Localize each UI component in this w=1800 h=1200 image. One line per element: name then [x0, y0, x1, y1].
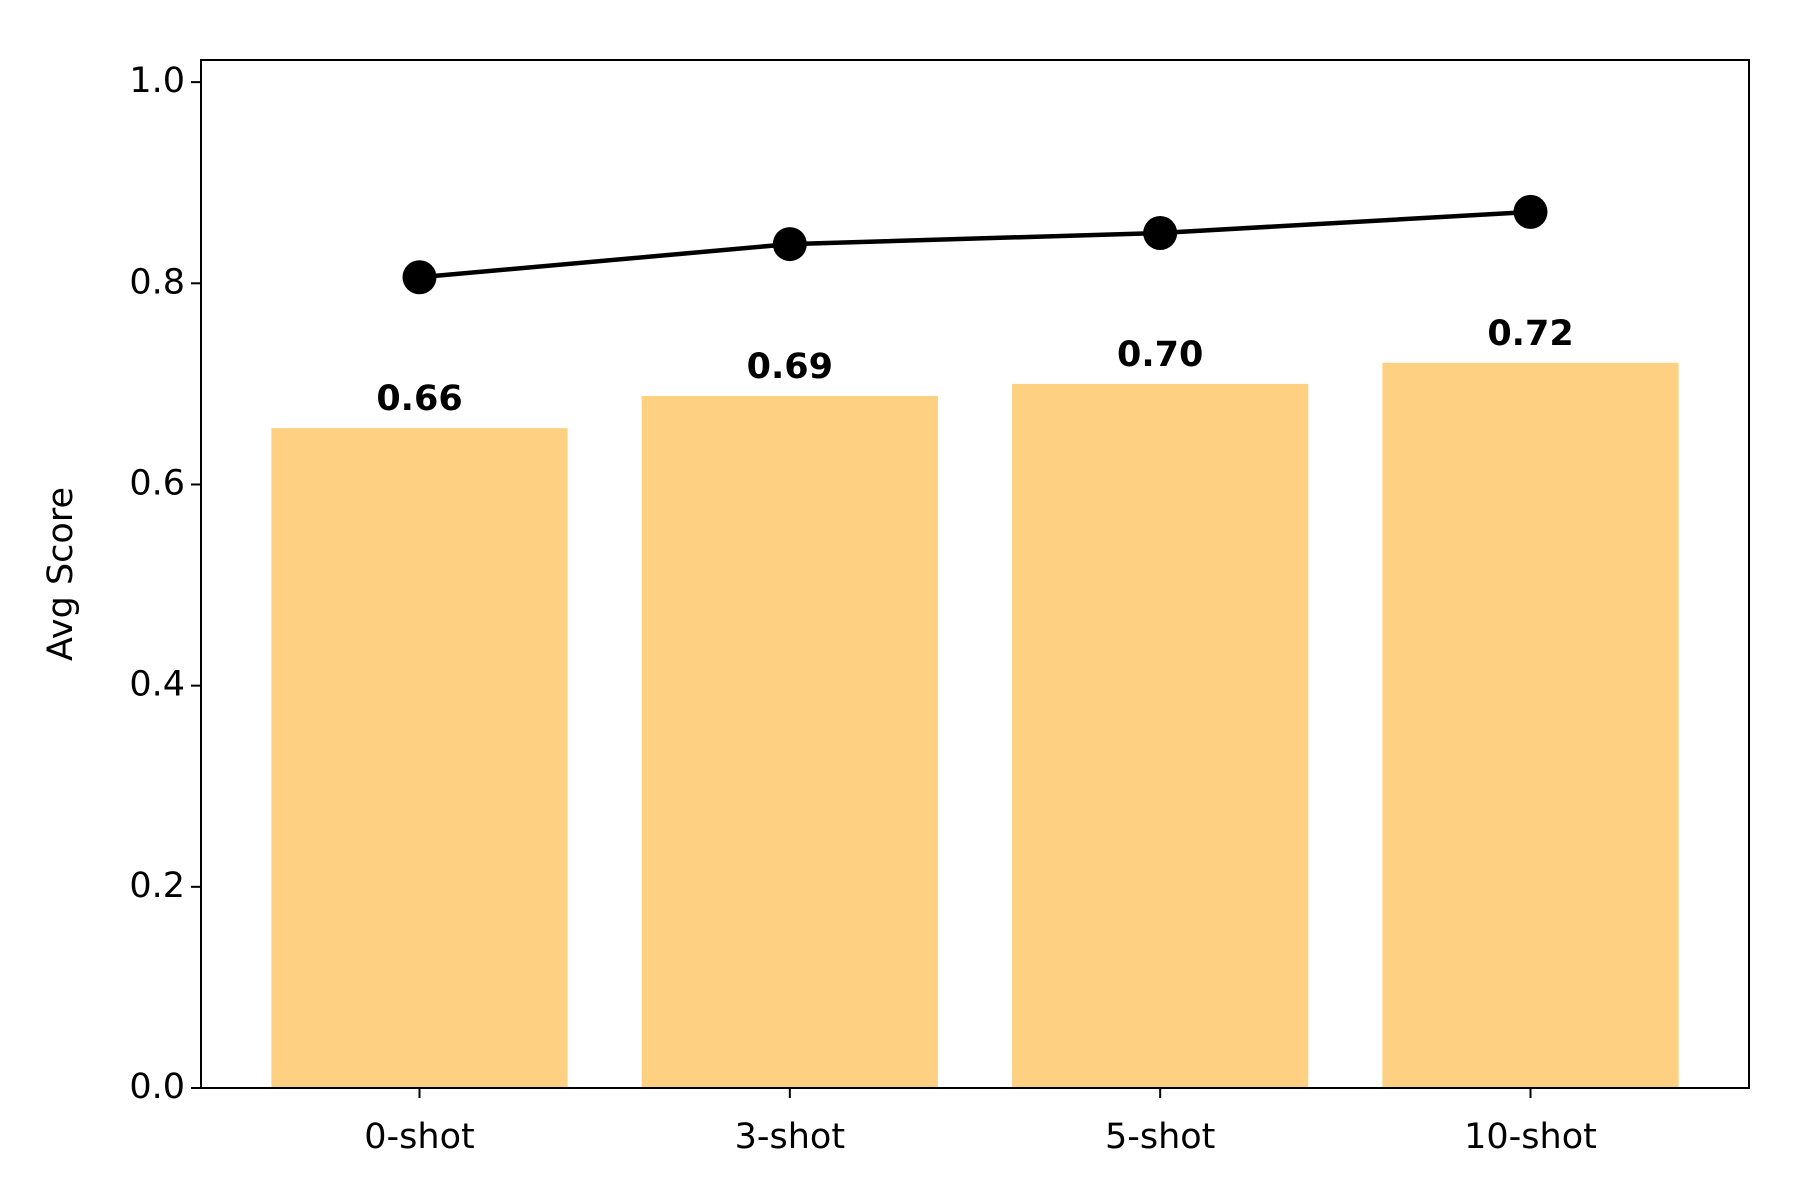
y-tick-label: 0.2 — [129, 866, 185, 906]
y-tick-label: 0.8 — [129, 262, 185, 302]
plot-frame — [200, 59, 1750, 1089]
y-tick-label: 1.0 — [129, 61, 185, 101]
line — [419, 209, 1531, 280]
y-tick-label: 0.0 — [129, 1067, 185, 1107]
bar — [641, 395, 938, 1089]
x-tick-label: 0-shot — [364, 1117, 474, 1157]
value-label: 0.69 — [747, 347, 833, 387]
bar — [1012, 383, 1309, 1089]
bar — [271, 428, 568, 1088]
x-tick-label: 3-shot — [735, 1117, 845, 1157]
value-label: 0.66 — [376, 379, 462, 419]
line-marker — [1143, 216, 1178, 251]
line-marker — [1513, 194, 1548, 229]
value-label: 0.70 — [1117, 335, 1203, 375]
line-marker — [402, 260, 437, 295]
y-tick-label: 0.6 — [129, 463, 185, 503]
line-marker — [772, 227, 807, 262]
y-tick-label: 0.4 — [129, 665, 185, 705]
y-axis-label: Avg Score — [41, 487, 81, 661]
x-tick-label: 5-shot — [1105, 1117, 1215, 1157]
x-tick-label: 10-shot — [1464, 1117, 1597, 1157]
bar — [1382, 362, 1679, 1089]
value-label: 0.72 — [1487, 314, 1573, 354]
